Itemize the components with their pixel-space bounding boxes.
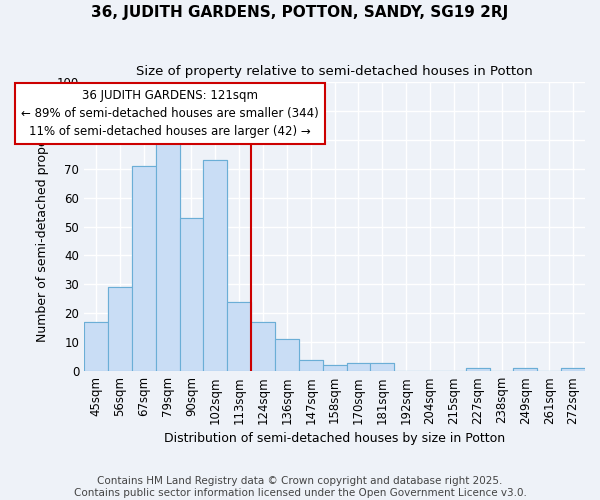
Bar	[299, 360, 323, 371]
Bar	[132, 166, 156, 371]
Bar	[275, 340, 299, 371]
Bar	[108, 288, 132, 371]
Bar	[227, 302, 251, 371]
Text: Contains HM Land Registry data © Crown copyright and database right 2025.
Contai: Contains HM Land Registry data © Crown c…	[74, 476, 526, 498]
Bar	[323, 366, 347, 371]
Bar	[227, 302, 251, 371]
Bar	[203, 160, 227, 371]
X-axis label: Distribution of semi-detached houses by size in Potton: Distribution of semi-detached houses by …	[164, 432, 505, 445]
Bar	[251, 322, 275, 371]
Y-axis label: Number of semi-detached properties: Number of semi-detached properties	[36, 111, 49, 342]
Bar	[156, 134, 179, 371]
Bar	[179, 218, 203, 371]
Bar	[203, 160, 227, 371]
Text: 36 JUDITH GARDENS: 121sqm
← 89% of semi-detached houses are smaller (344)
11% of: 36 JUDITH GARDENS: 121sqm ← 89% of semi-…	[21, 89, 319, 138]
Bar	[156, 134, 179, 371]
Bar	[108, 288, 132, 371]
Bar	[323, 366, 347, 371]
Text: 36, JUDITH GARDENS, POTTON, SANDY, SG19 2RJ: 36, JUDITH GARDENS, POTTON, SANDY, SG19 …	[91, 5, 509, 20]
Bar	[347, 362, 370, 371]
Bar	[514, 368, 538, 371]
Bar	[466, 368, 490, 371]
Bar	[561, 368, 585, 371]
Bar	[561, 368, 585, 371]
Title: Size of property relative to semi-detached houses in Potton: Size of property relative to semi-detach…	[136, 65, 533, 78]
Bar	[370, 362, 394, 371]
Bar	[514, 368, 538, 371]
Bar	[132, 166, 156, 371]
Bar	[84, 322, 108, 371]
Bar	[370, 362, 394, 371]
Bar	[275, 340, 299, 371]
Bar	[84, 322, 108, 371]
Bar	[466, 368, 490, 371]
Bar	[347, 362, 370, 371]
Bar	[299, 360, 323, 371]
Bar	[179, 218, 203, 371]
Bar	[251, 322, 275, 371]
